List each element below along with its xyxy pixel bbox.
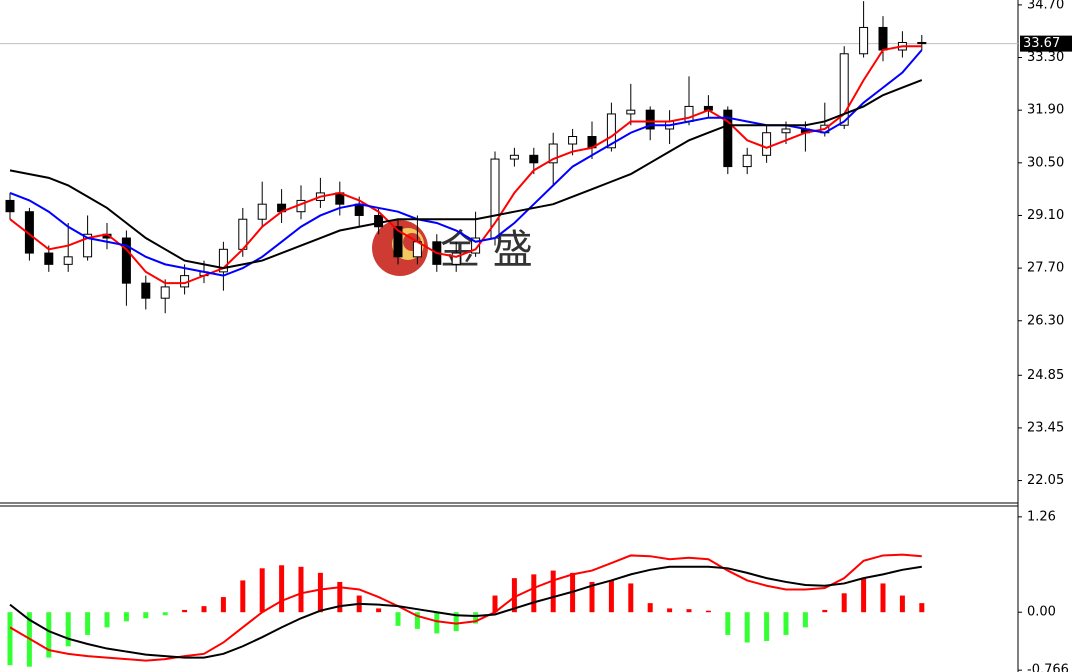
candle-body — [529, 154, 539, 164]
macd-bar — [783, 612, 789, 635]
candle-body — [141, 282, 151, 299]
macd-bar — [85, 612, 91, 635]
indicator-line — [9, 553, 922, 662]
macd-bar — [705, 610, 711, 613]
y-tick-label: -0.766 — [1027, 663, 1069, 672]
macd-bar — [880, 583, 886, 613]
last-price-label: 33.67 — [1023, 36, 1060, 51]
macd-bar — [414, 612, 420, 629]
candle-body — [839, 53, 849, 126]
candle-body — [548, 143, 558, 164]
y-tick-label: 1.26 — [1027, 509, 1056, 524]
macd-bar — [104, 612, 110, 628]
y-tick-label: 31.90 — [1027, 103, 1064, 118]
macd-bar — [511, 578, 517, 613]
macd-bar — [395, 612, 401, 626]
macd-bar — [822, 609, 828, 613]
candle-body — [44, 252, 54, 265]
candle-body — [257, 203, 267, 220]
macd-bar — [7, 612, 13, 666]
macd-bar — [376, 608, 382, 613]
candle-body — [568, 135, 578, 145]
candle-body — [723, 109, 733, 168]
macd-bar — [317, 572, 323, 613]
candle-body — [218, 248, 228, 273]
macd-bar — [279, 565, 285, 613]
candle-body — [451, 252, 461, 265]
candle-body — [781, 128, 791, 134]
macd-bar — [298, 566, 304, 613]
macd-bar — [841, 593, 847, 613]
macd-bar — [453, 612, 459, 632]
candle-body — [63, 256, 73, 265]
candle-body — [5, 199, 15, 213]
macd-bar — [647, 603, 653, 613]
macd-bar — [434, 612, 440, 634]
macd-bar — [764, 612, 770, 641]
indicator-line — [9, 79, 923, 270]
macd-bar — [143, 612, 149, 619]
macd-bar — [492, 595, 498, 613]
y-tick-label: 29.10 — [1027, 208, 1064, 223]
macd-bar — [123, 612, 129, 622]
macd-bar — [473, 612, 479, 624]
macd-bar — [589, 581, 595, 613]
candle-body — [393, 226, 403, 258]
y-tick-label: 27.70 — [1027, 261, 1064, 276]
macd-bar — [802, 612, 808, 628]
candle-body — [354, 203, 364, 216]
y-tick-label: 0.00 — [1027, 605, 1056, 620]
macd-bar — [240, 580, 246, 613]
macd-bar — [337, 581, 343, 613]
last-price-box — [1020, 35, 1072, 52]
y-tick-label: 34.70 — [1027, 0, 1064, 12]
macd-bar — [744, 612, 750, 643]
macd-bar — [899, 595, 905, 613]
macd-bar — [259, 568, 265, 613]
macd-bar — [861, 578, 867, 613]
macd-bar — [667, 608, 673, 613]
candle-body — [645, 109, 655, 130]
y-tick-label: 30.50 — [1027, 155, 1064, 170]
candle-body — [626, 109, 636, 115]
macd-bar — [182, 609, 188, 613]
macd-bar — [531, 574, 537, 613]
macd-bar — [919, 603, 925, 613]
candle-body — [762, 132, 772, 156]
macd-bar — [686, 609, 692, 613]
y-tick-label: 22.05 — [1027, 473, 1064, 488]
candle-body — [878, 26, 888, 51]
candle-body — [742, 154, 752, 168]
macd-bar — [162, 612, 168, 616]
macd-bar — [201, 606, 207, 613]
candle-body — [917, 41, 927, 45]
candle-body — [121, 237, 131, 284]
macd-bar — [220, 597, 226, 613]
macd-bar — [550, 570, 556, 613]
candle-body — [83, 233, 93, 258]
macd-bar — [628, 583, 634, 613]
macd-bar — [725, 612, 731, 635]
macd-bar — [46, 612, 52, 658]
candle-body — [160, 286, 170, 299]
indicator-line — [9, 45, 922, 285]
candle-body — [509, 154, 519, 160]
candle-body — [606, 113, 616, 149]
indicator-line — [9, 565, 922, 659]
y-tick-label: 23.45 — [1027, 420, 1064, 435]
macd-bar — [65, 612, 71, 647]
candle-body — [859, 26, 869, 55]
y-tick-label: 24.85 — [1027, 368, 1064, 383]
candle-body — [374, 214, 384, 228]
y-tick-label: 26.30 — [1027, 313, 1064, 328]
macd-bar — [608, 580, 614, 613]
y-tick-label: 33.30 — [1027, 50, 1064, 65]
